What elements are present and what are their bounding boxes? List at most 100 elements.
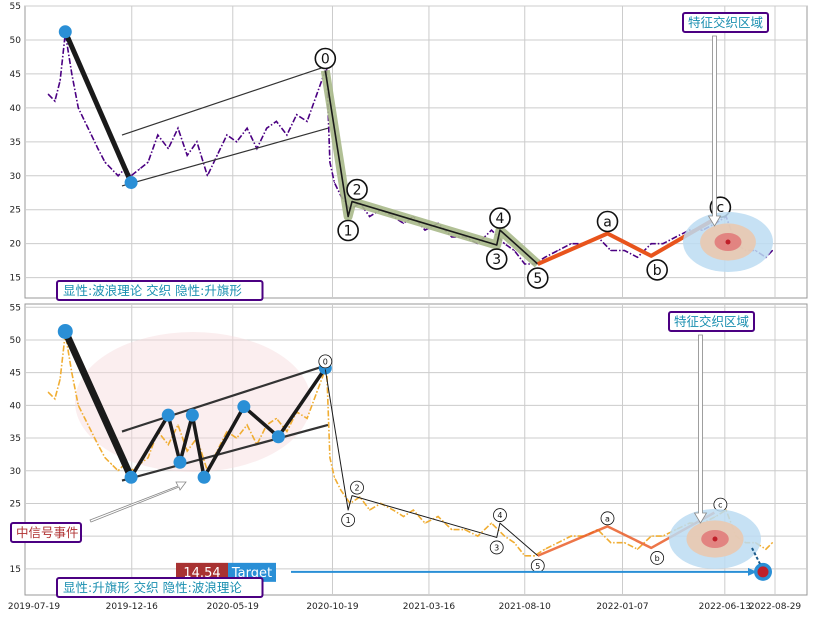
- price-point: [557, 542, 559, 544]
- target-arrowhead: [748, 567, 757, 576]
- price-point: [369, 215, 371, 218]
- wave-label-circle: [650, 551, 665, 565]
- target-pointer: [751, 547, 761, 565]
- y-tick-label: 45: [10, 369, 21, 379]
- wave-label-circle: [350, 480, 364, 495]
- y-tick-label: 50: [10, 336, 22, 346]
- price-point: [513, 249, 515, 252]
- price-point: [47, 93, 49, 95]
- impulse-wave-line: [324, 369, 539, 557]
- flag-upper-line: [121, 363, 329, 433]
- zone-label-box: [668, 311, 755, 332]
- price-point: [424, 229, 426, 231]
- price-point: [402, 222, 405, 224]
- price-point: [392, 509, 394, 511]
- wave-label: 4: [497, 511, 502, 520]
- top-panel: 152025303540455055012345abc特征交织区域显性:波浪理论…: [10, 2, 808, 301]
- price-point: [544, 548, 546, 550]
- price-point: [177, 127, 179, 129]
- wave-label-circle: [526, 267, 549, 289]
- wave-label-circle: [337, 219, 359, 242]
- price-point: [570, 243, 572, 245]
- price-point: [451, 529, 453, 531]
- wave-label: 5: [533, 271, 542, 287]
- price-point: [675, 236, 677, 238]
- zone-arrow: [707, 35, 722, 227]
- y-tick-label: 30: [10, 467, 22, 477]
- wave-label: 3: [494, 543, 499, 552]
- price-point: [84, 417, 86, 420]
- price-point: [329, 161, 331, 163]
- price-point: [533, 555, 536, 557]
- y-tick-label: 15: [10, 565, 21, 575]
- flag-point-marker: [271, 430, 285, 444]
- price-point: [771, 542, 773, 544]
- wave-label-circle: [646, 259, 668, 281]
- bottom-panel: 1520253035404550552019-07-192019-12-1620…: [8, 303, 808, 612]
- zone-label-box: [682, 12, 769, 33]
- price-point: [306, 417, 308, 420]
- wave-label: 0: [321, 52, 330, 68]
- wave-label: 1: [346, 516, 351, 525]
- price-point: [623, 249, 626, 252]
- flag-point-marker: [173, 455, 187, 469]
- price-point: [216, 154, 218, 156]
- wave-label-circle: [600, 511, 615, 526]
- wave-label-circle: [493, 508, 507, 522]
- price-point: [662, 243, 664, 245]
- zone-center: [725, 239, 731, 245]
- price-point: [275, 417, 278, 420]
- price-point: [424, 522, 426, 524]
- price-point: [316, 93, 318, 95]
- pole-marker: [58, 25, 72, 39]
- x-tick-label: 2021-08-10: [499, 602, 552, 612]
- y-tick-label: 40: [10, 401, 22, 411]
- legend-top: 显性:波浪理论 交织 隐性:升旗形: [63, 283, 242, 298]
- price-point: [138, 168, 141, 170]
- wave-label: 3: [492, 252, 501, 268]
- price-point: [329, 457, 331, 459]
- x-tick-label: 2021-03-16: [403, 602, 456, 612]
- wave-label: 2: [353, 183, 362, 199]
- event-label: 中信号事件: [16, 525, 79, 540]
- price-point: [437, 515, 439, 518]
- x-tick-label: 2020-05-19: [207, 602, 260, 612]
- flag-point-marker: [57, 323, 73, 339]
- price-point: [316, 391, 318, 393]
- y-tick-label: 35: [10, 434, 21, 444]
- flag-point-marker: [237, 400, 251, 414]
- wave-label-circle: [489, 540, 504, 555]
- wave-label: 1: [344, 224, 353, 240]
- wave-label: 0: [323, 357, 328, 366]
- price-point: [650, 535, 652, 537]
- zone-arrow: [693, 334, 708, 524]
- price-point: [77, 404, 79, 406]
- wave-label-circle: [314, 47, 337, 70]
- price-point: [54, 398, 56, 400]
- y-tick-label: 55: [10, 2, 21, 12]
- price-point: [59, 378, 61, 380]
- price-point: [544, 256, 546, 258]
- event-arrow: [89, 481, 187, 523]
- price-point: [636, 256, 639, 258]
- x-tick-label: 2022-08-29: [749, 602, 802, 612]
- price-point: [77, 107, 79, 109]
- price-point: [623, 542, 626, 544]
- price-point: [157, 134, 159, 136]
- price-point: [333, 476, 336, 478]
- price-point: [765, 548, 767, 550]
- pole-marker: [124, 176, 138, 190]
- event-label-box: [10, 522, 82, 543]
- y-tick-label: 50: [10, 36, 22, 46]
- price-point: [147, 161, 149, 163]
- wave-label-circle: [485, 248, 508, 270]
- price-point: [650, 243, 652, 245]
- price-point: [662, 535, 664, 537]
- wave-label: 4: [496, 211, 505, 227]
- flag-pole-line: [62, 30, 134, 184]
- price-point: [557, 249, 559, 252]
- flag-upper-line: [121, 65, 329, 136]
- price-point: [636, 548, 639, 550]
- y-tick-label: 35: [10, 138, 21, 148]
- price-point: [196, 141, 198, 143]
